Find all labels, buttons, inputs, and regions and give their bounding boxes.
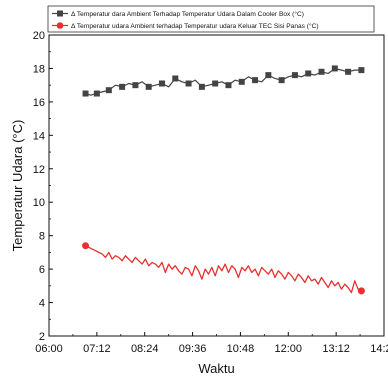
data-point — [357, 287, 365, 295]
data-point — [82, 242, 90, 250]
data-point — [265, 72, 272, 79]
legend-marker-circle — [56, 22, 64, 29]
x-axis-title: Waktu — [198, 361, 234, 376]
legend-label-cooler-box: Δ Temperatur dara Ambient Terhadap Tempe… — [71, 10, 304, 18]
data-point — [132, 82, 139, 89]
y-tick-label: 2 — [39, 331, 45, 343]
y-tick-label: 16 — [33, 97, 45, 109]
series-line-0 — [85, 67, 362, 96]
x-tick-label: 08:24 — [131, 343, 159, 355]
data-point — [172, 75, 179, 82]
x-tick-label: 10:48 — [227, 343, 255, 355]
legend-marker-square — [57, 10, 63, 17]
data-point — [358, 67, 365, 74]
data-point — [238, 78, 245, 85]
data-point — [119, 83, 126, 90]
y-tick-label: 10 — [33, 197, 45, 209]
data-point — [252, 77, 259, 84]
data-point — [198, 83, 205, 90]
data-point — [345, 68, 352, 75]
data-point — [278, 77, 285, 84]
data-point — [93, 90, 100, 97]
y-tick-label: 8 — [39, 231, 45, 243]
x-tick-label: 06:00 — [35, 343, 63, 355]
data-point — [212, 80, 219, 87]
data-point — [291, 72, 298, 79]
y-axis: 2 4 6 8 10 12 14 16 18 20 — [33, 30, 53, 343]
y-tick-label: 6 — [39, 264, 45, 276]
series-group — [82, 65, 365, 295]
y-tick-label: 14 — [33, 130, 45, 142]
x-tick-label: 09:36 — [179, 343, 207, 355]
x-tick-label: 14:24 — [370, 343, 388, 355]
data-point — [225, 82, 232, 89]
data-point — [331, 65, 338, 72]
x-axis: 06:00 07:12 08:24 09:36 10:48 12:00 13:12 14:24 — [35, 332, 388, 355]
x-tick-label: 12:00 — [275, 343, 303, 355]
y-tick-label: 20 — [33, 30, 45, 42]
data-point — [105, 87, 112, 94]
y-tick-label: 12 — [33, 164, 45, 176]
y-axis-title: Temperatur Udara (°C) — [10, 120, 25, 252]
legend-label-tec-hot-side: Δ Temperatur udara Ambient terhadap Temp… — [71, 22, 319, 30]
x-tick-label: 07:12 — [83, 343, 111, 355]
data-point — [158, 80, 165, 87]
series-line-1 — [85, 245, 362, 294]
legend-box — [47, 5, 375, 33]
y-tick-label: 18 — [33, 63, 45, 75]
data-point — [318, 68, 325, 75]
data-point — [145, 83, 152, 90]
legend-item-tec-hot-side: Δ Temperatur udara Ambient terhadap Temp… — [52, 22, 319, 30]
x-tick-label: 13:12 — [322, 343, 350, 355]
data-point — [82, 90, 89, 97]
y-tick-label: 4 — [39, 298, 45, 310]
legend: Δ Temperatur dara Ambient Terhadap Tempe… — [47, 5, 375, 33]
series-0 — [82, 65, 365, 97]
legend-item-cooler-box: Δ Temperatur dara Ambient Terhadap Tempe… — [52, 10, 304, 18]
series-1 — [82, 242, 365, 295]
data-point — [305, 70, 312, 77]
data-point — [185, 80, 192, 87]
